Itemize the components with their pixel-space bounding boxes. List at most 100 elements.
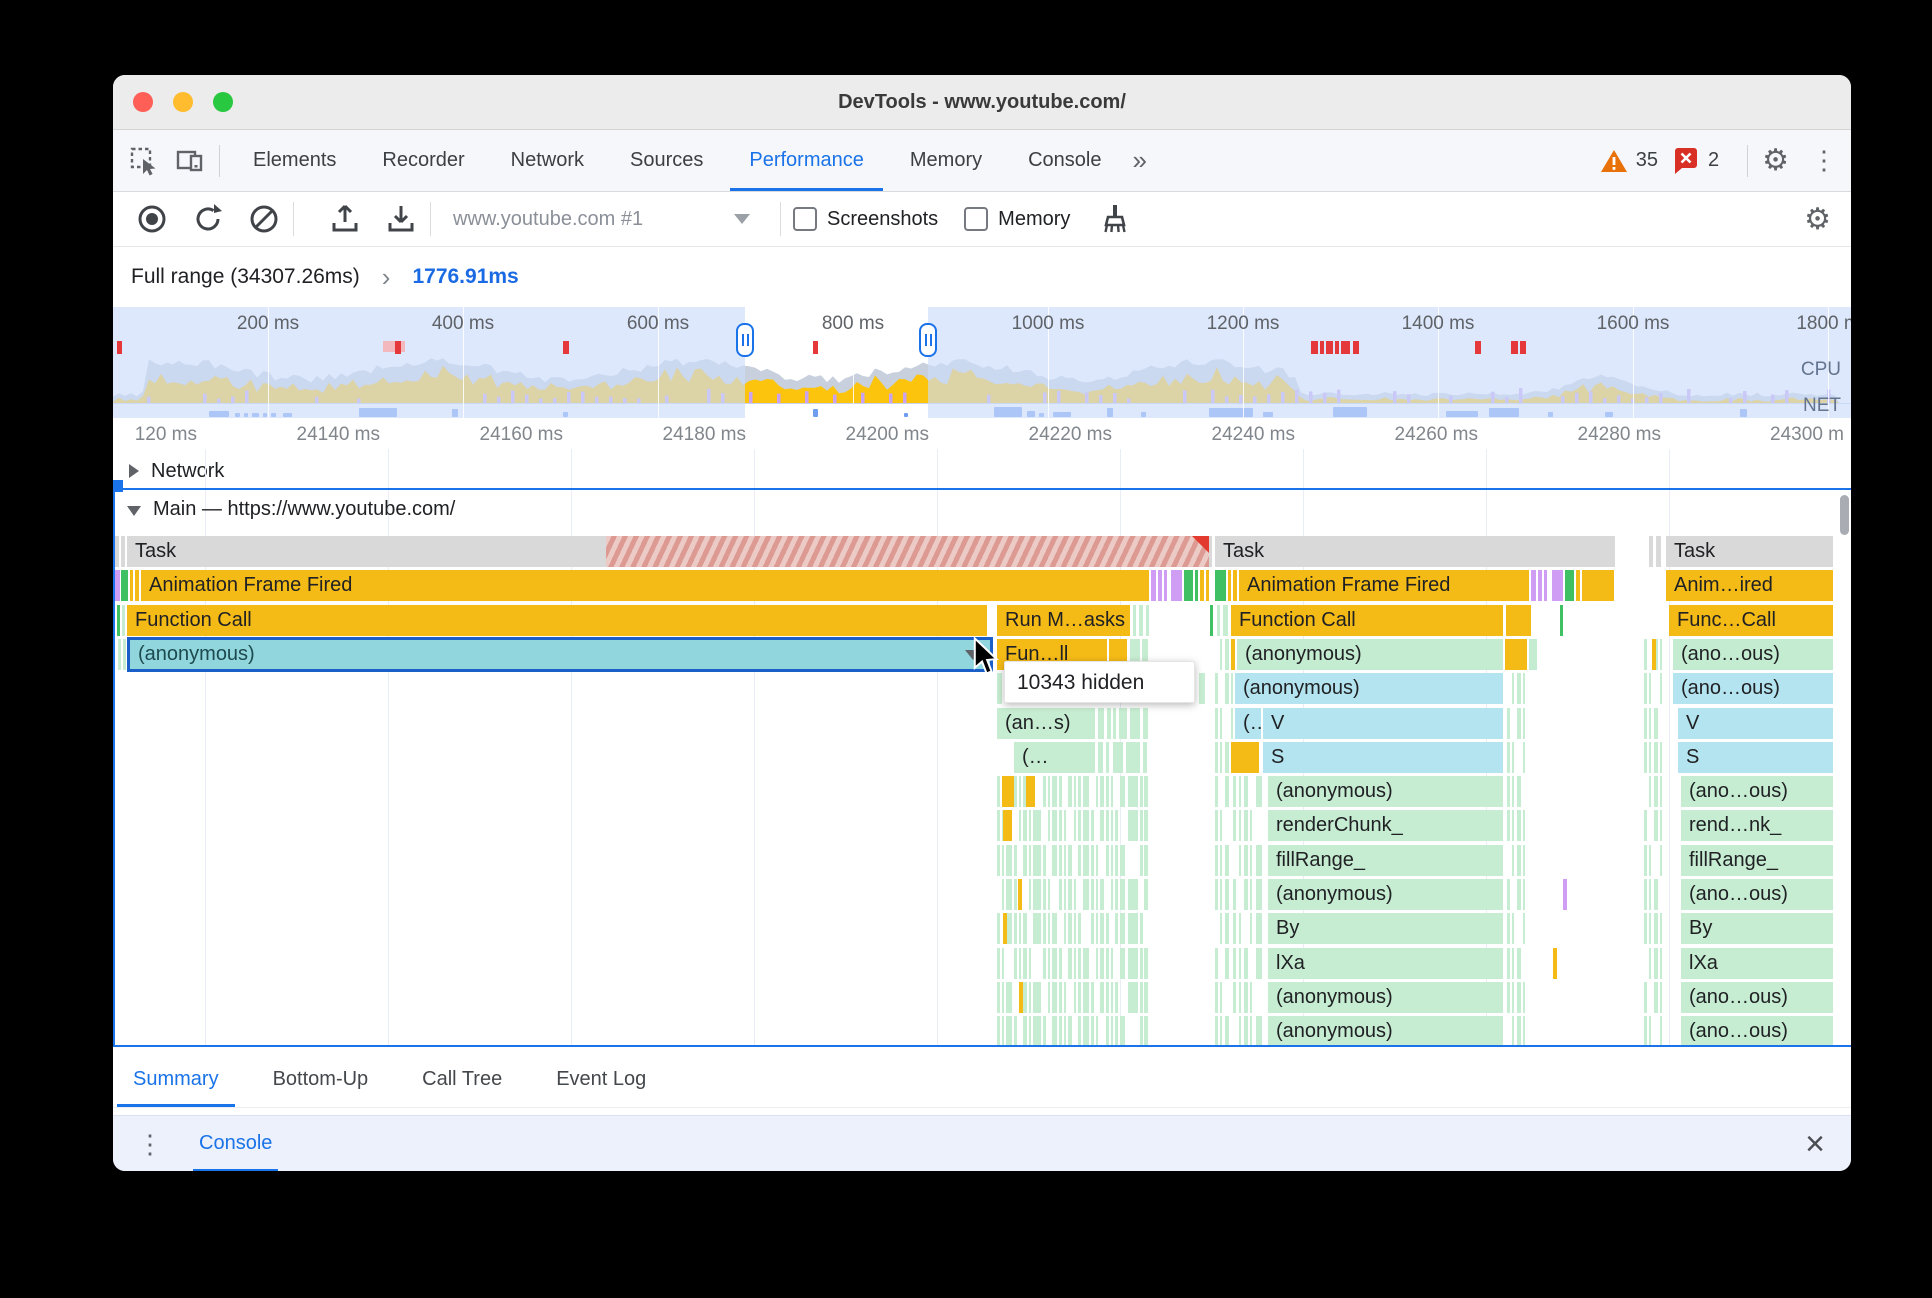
flame-sliver[interactable] [1128, 982, 1138, 1013]
flame-sliver[interactable] [1115, 879, 1118, 910]
flame-sliver[interactable] [1231, 708, 1233, 739]
flame-sliver[interactable] [1096, 879, 1098, 910]
flame-sliver[interactable] [1225, 742, 1229, 773]
zoom-window-button[interactable] [213, 92, 233, 112]
flame-sliver[interactable] [1019, 776, 1021, 807]
flame-sliver[interactable] [1140, 776, 1143, 807]
flame-sliver[interactable] [1210, 605, 1213, 636]
tab-recorder[interactable]: Recorder [382, 149, 465, 171]
expand-arrow-icon[interactable] [127, 506, 141, 516]
flame-sliver[interactable] [1140, 948, 1143, 979]
error-icon[interactable] [1672, 147, 1700, 175]
flame-sliver[interactable] [117, 605, 120, 636]
flame-sliver[interactable] [1120, 913, 1125, 944]
flame-sliver[interactable] [1052, 948, 1057, 979]
flame-sliver[interactable] [1074, 982, 1076, 1013]
flame-sliver[interactable] [1250, 879, 1252, 910]
flame-sliver[interactable] [1199, 673, 1205, 704]
tab-summary[interactable]: Summary [117, 1051, 235, 1107]
flame-sliver[interactable] [1074, 776, 1076, 807]
flame-sliver[interactable] [997, 673, 1002, 704]
flame-sliver[interactable] [121, 536, 125, 567]
flame-sliver[interactable] [1233, 879, 1236, 910]
flame-sliver[interactable] [1207, 536, 1212, 567]
flame-sliver[interactable] [1033, 879, 1041, 910]
flame-sliver[interactable] [1059, 879, 1062, 910]
flame-sliver[interactable] [1146, 605, 1149, 636]
flame-sliver[interactable] [1002, 982, 1004, 1013]
flame-sliver[interactable] [1517, 708, 1521, 739]
flame-sliver[interactable] [1225, 913, 1229, 944]
minimize-window-button[interactable] [173, 92, 193, 112]
time-ruler[interactable]: 120 ms 24140 ms 24160 ms 24180 ms 24200 ms 24… [113, 418, 1851, 454]
drawer-kebab-menu-icon[interactable]: ⋮ [137, 1128, 163, 1159]
error-count[interactable]: 2 [1707, 149, 1720, 171]
flame-sliver[interactable] [121, 570, 128, 601]
flame-sliver[interactable] [1111, 879, 1113, 910]
flame-sliver[interactable] [1220, 879, 1222, 910]
flame-sliver[interactable] [1544, 570, 1547, 601]
flame-sliver[interactable] [1106, 742, 1109, 773]
flame-sliver[interactable] [1654, 639, 1658, 670]
flame-sliver[interactable] [1206, 570, 1209, 601]
vertical-scrollbar-thumb[interactable] [1840, 495, 1849, 535]
flame-sliver[interactable] [1144, 879, 1148, 910]
flame-sliver[interactable] [1517, 776, 1521, 807]
track-divider[interactable] [113, 488, 1851, 490]
flame-sliver[interactable] [1048, 810, 1050, 841]
flame-sliver[interactable] [1239, 1016, 1241, 1045]
flame-sliver[interactable] [1006, 845, 1012, 876]
save-profile-icon[interactable] [384, 202, 418, 236]
flame-sliver[interactable] [1106, 982, 1109, 1013]
flame-sliver[interactable] [1100, 982, 1104, 1013]
flame-entry--anonymous-[interactable]: (anonymous) [1235, 673, 1503, 704]
flame-sliver[interactable] [1143, 742, 1147, 773]
flame-sliver[interactable] [1014, 879, 1017, 910]
flame-sliver[interactable] [1215, 1016, 1218, 1045]
flame-sliver[interactable] [1003, 913, 1007, 944]
flame-sliver[interactable] [1111, 1016, 1113, 1045]
flame-sliver[interactable] [1052, 810, 1057, 841]
flame-sliver[interactable] [1074, 913, 1076, 944]
flame-sliver[interactable] [1220, 913, 1222, 944]
flame-sliver[interactable] [1225, 673, 1229, 704]
tab-console[interactable]: Console [1028, 149, 1102, 171]
flame-sliver[interactable] [1512, 1016, 1514, 1045]
flame-sliver[interactable] [122, 605, 125, 636]
flame-sliver[interactable] [1043, 948, 1046, 979]
flame-sliver[interactable] [997, 845, 1000, 876]
flame-sliver[interactable] [1215, 708, 1218, 739]
flame-sliver[interactable] [1654, 742, 1658, 773]
flame-sliver[interactable] [1098, 742, 1103, 773]
tab-bottom-up[interactable]: Bottom-Up [272, 1068, 369, 1090]
flame-sliver[interactable] [1023, 776, 1027, 807]
main-track-header[interactable]: Main — https://www.youtube.com/ [113, 490, 455, 528]
flame-sliver[interactable] [1120, 948, 1125, 979]
flame-sliver[interactable] [1064, 845, 1066, 876]
flame-sliver[interactable] [997, 776, 1000, 807]
flame-sliver[interactable] [1043, 845, 1046, 876]
flame-sliver[interactable] [1250, 982, 1252, 1013]
flame-sliver[interactable] [1171, 570, 1182, 601]
flame-sliver[interactable] [1233, 776, 1236, 807]
flame-sliver[interactable] [1220, 810, 1222, 841]
flame-sliver[interactable] [1014, 1016, 1017, 1045]
flame-sliver[interactable] [1064, 1016, 1066, 1045]
flame-sliver[interactable] [1068, 845, 1072, 876]
flame-sliver[interactable] [1128, 810, 1138, 841]
flame-sliver[interactable] [1531, 570, 1536, 601]
flame-sliver[interactable] [1115, 1016, 1118, 1045]
flame-sliver[interactable] [1120, 1016, 1125, 1045]
flame-sliver[interactable] [1059, 810, 1062, 841]
flame-sliver[interactable] [1220, 708, 1222, 739]
flame-sliver[interactable] [1144, 948, 1148, 979]
flame-entry--anonymous-[interactable]: (anonymous) [1268, 776, 1503, 807]
flame-sliver[interactable] [1644, 810, 1647, 841]
flame-sliver[interactable] [1115, 982, 1118, 1013]
flame-sliver[interactable] [1223, 605, 1228, 636]
flame-sliver[interactable] [1091, 810, 1094, 841]
flame-sliver[interactable] [1523, 810, 1525, 841]
flame-sliver[interactable] [1023, 810, 1027, 841]
flame-sliver[interactable] [1106, 913, 1109, 944]
flame-sliver[interactable] [1644, 708, 1647, 739]
